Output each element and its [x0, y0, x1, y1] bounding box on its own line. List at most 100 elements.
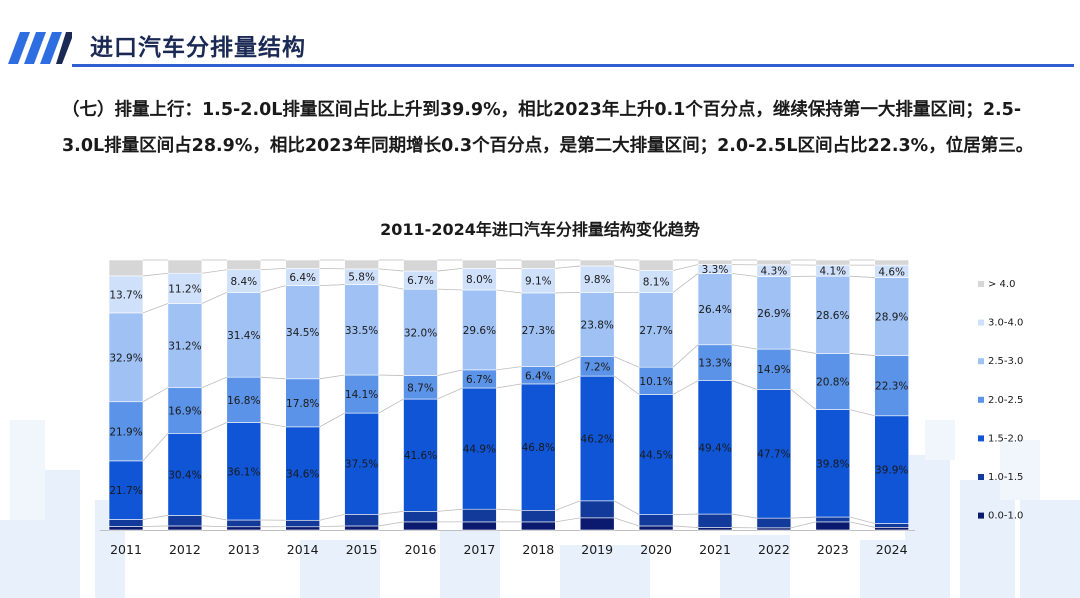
connector-line	[142, 387, 169, 403]
bar-segment	[638, 366, 674, 395]
legend-label: > 4.0	[988, 279, 1015, 290]
bar-segment	[108, 526, 144, 531]
x-tick-label: 2021	[699, 542, 731, 557]
data-label: 5.8%	[348, 272, 375, 284]
x-tick-label: 2019	[581, 542, 613, 557]
bar-segment	[638, 525, 674, 531]
data-label: 26.4%	[698, 304, 731, 316]
legend-swatch	[978, 512, 984, 519]
bar-segment	[462, 508, 497, 523]
bar-segment	[167, 525, 203, 531]
logo-stripes-icon	[8, 32, 72, 64]
data-label: 9.8%	[584, 274, 611, 286]
bar-segment	[874, 415, 910, 524]
legend-swatch	[978, 396, 984, 403]
connector-line	[849, 409, 875, 417]
data-label: 16.9%	[168, 406, 201, 418]
bar-segment	[579, 500, 615, 519]
bar-segment	[344, 412, 379, 515]
legend-swatch	[978, 358, 984, 365]
connector-line	[319, 284, 345, 287]
series-1-5-2-0	[108, 375, 910, 524]
data-label: 4.6%	[878, 266, 905, 278]
data-label: 44.9%	[463, 444, 496, 456]
bar-segment	[226, 376, 262, 423]
data-label: 6.4%	[525, 370, 552, 382]
bar-segment	[462, 387, 497, 510]
legend-label: 0.0-1.0	[988, 511, 1023, 522]
bar-segment	[815, 521, 851, 531]
data-label: 8.0%	[466, 274, 493, 286]
connector-line	[614, 500, 640, 515]
data-label: 39.9%	[875, 465, 908, 477]
connector-line	[142, 272, 168, 277]
data-label: 10.1%	[639, 376, 672, 388]
chart-title: 2011-2024年进口汽车分排量结构变化趋势	[380, 220, 700, 239]
connector-line	[849, 516, 875, 524]
connector-line	[555, 292, 581, 294]
bar-segment	[520, 268, 556, 294]
bar-segment	[579, 292, 615, 357]
connector-line	[555, 265, 581, 269]
legend-swatch	[978, 435, 984, 442]
connector-line	[260, 422, 286, 428]
data-label: 8.7%	[407, 382, 434, 394]
data-label: 49.4%	[698, 442, 731, 454]
bar-segment	[285, 426, 321, 521]
data-label: 26.9%	[757, 308, 790, 320]
data-label: 9.1%	[525, 276, 552, 288]
connector-line	[201, 376, 227, 389]
bar-segment	[344, 259, 379, 270]
data-label: 46.8%	[522, 442, 555, 454]
bar-segment	[462, 289, 497, 371]
legend-swatch	[978, 474, 984, 480]
x-tick-label: 2020	[640, 542, 672, 557]
bar-segment	[167, 272, 203, 304]
connector-line	[319, 267, 345, 270]
legend-label: 3.0-4.0	[988, 318, 1023, 329]
data-label: 8.1%	[643, 276, 670, 288]
connector-line	[613, 375, 640, 395]
bar-segment	[697, 513, 733, 528]
data-label: 8.4%	[230, 276, 257, 288]
connector-line	[614, 265, 640, 271]
connector-line	[555, 375, 581, 385]
connector-line	[319, 513, 345, 521]
bar-segment	[756, 276, 792, 350]
bar-segment	[403, 521, 438, 531]
bar-segment	[344, 525, 379, 531]
data-label: 36.1%	[227, 466, 260, 478]
header: 进口汽车分排量结构	[0, 0, 1080, 72]
connector-line	[496, 289, 522, 294]
connector-line	[142, 525, 168, 527]
data-label: 20.8%	[816, 377, 849, 389]
connector-line	[790, 389, 817, 410]
connector-line	[496, 508, 522, 511]
data-label: 32.0%	[404, 327, 437, 339]
data-label: 4.3%	[761, 266, 788, 278]
bar-segment	[167, 259, 203, 274]
connector-line	[378, 521, 404, 527]
bar-segment	[874, 526, 910, 531]
bar-segment	[226, 526, 262, 531]
connector-line	[201, 422, 227, 434]
legend-label: 2.0-2.5	[988, 395, 1023, 406]
bar-segment	[874, 523, 910, 528]
connector-line	[496, 366, 522, 371]
x-tick-label: 2018	[522, 542, 554, 557]
connector-line	[614, 356, 640, 368]
connector-line	[378, 268, 404, 272]
connector-line	[142, 303, 169, 314]
data-label: 41.6%	[404, 450, 437, 462]
bar-segment	[167, 433, 203, 516]
x-tick-label: 2014	[287, 542, 319, 557]
header-divider	[72, 64, 1074, 67]
connector-line	[731, 513, 757, 519]
x-tick-label: 2024	[876, 542, 908, 557]
connector-line	[731, 380, 758, 390]
connector-line	[555, 356, 581, 368]
connector-line	[437, 288, 463, 291]
connector-line	[260, 285, 286, 293]
connector-line	[437, 387, 463, 400]
legend-item: 1.0-1.5	[978, 472, 1023, 483]
